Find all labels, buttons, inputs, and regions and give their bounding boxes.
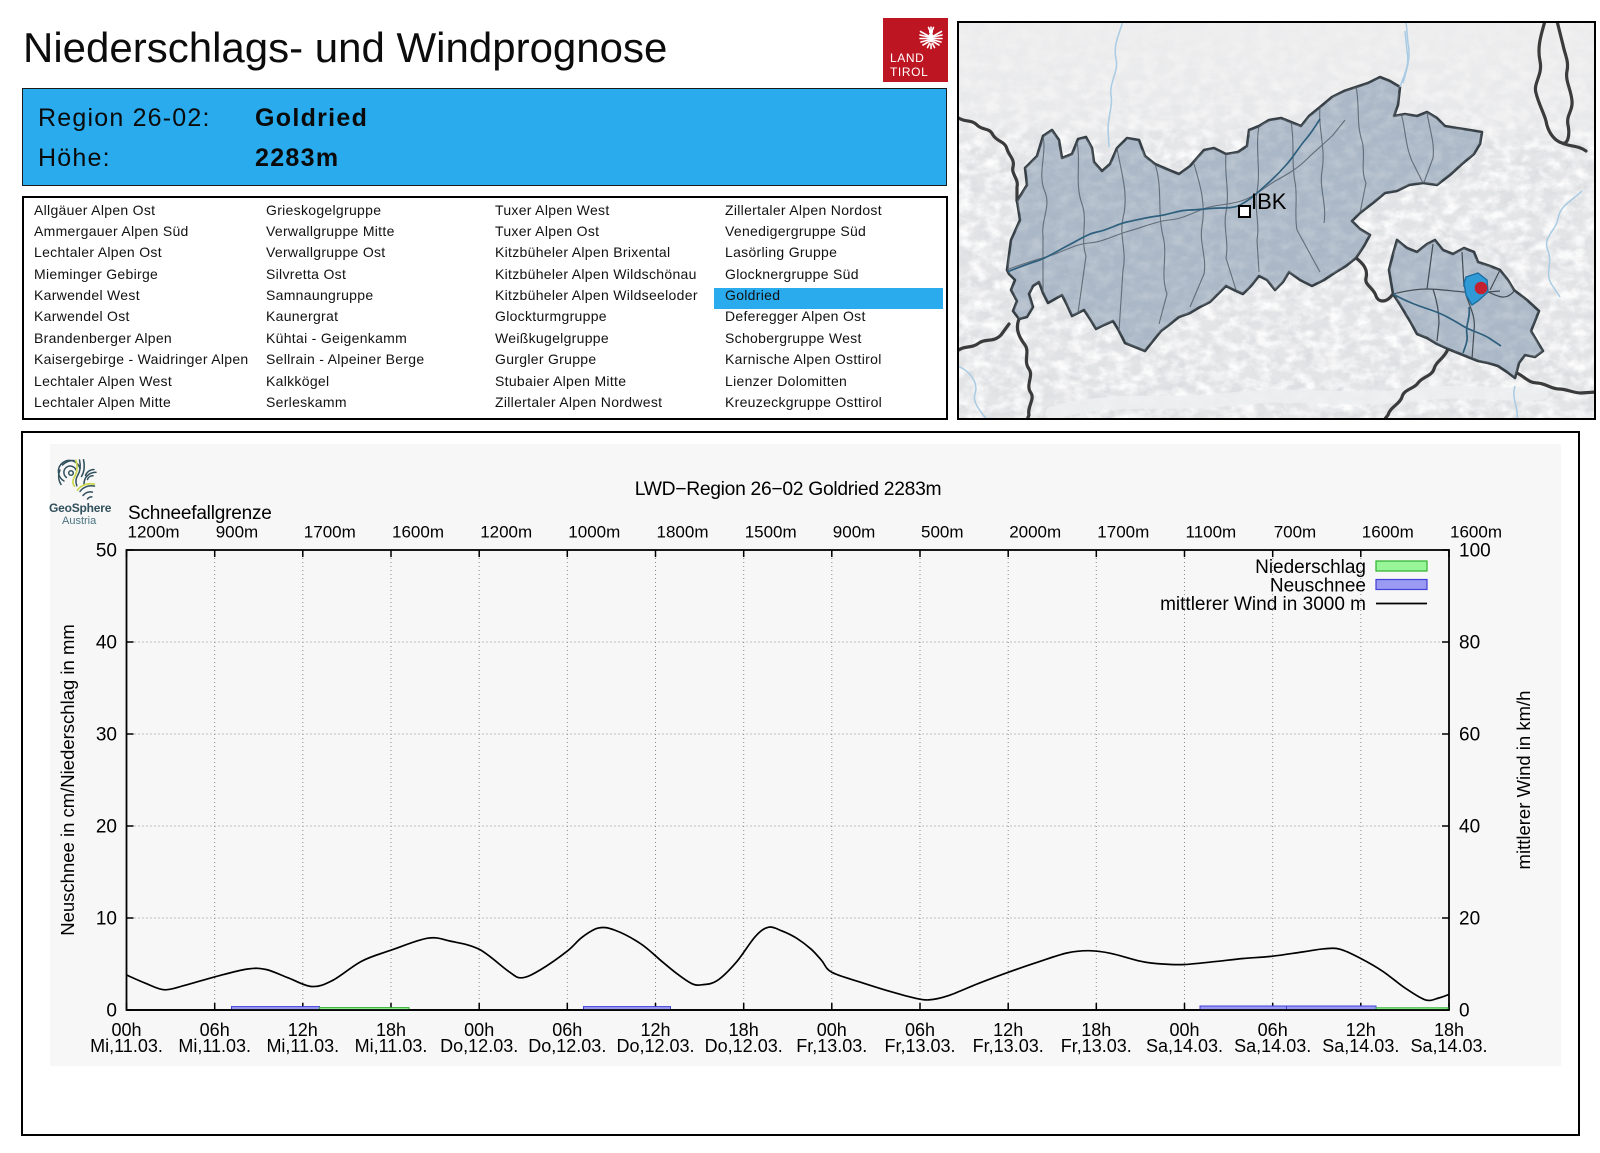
svg-text:18h: 18h	[1081, 1020, 1111, 1040]
svg-text:Niederschlag: Niederschlag	[1255, 557, 1366, 578]
svg-text:Do,12.03.: Do,12.03.	[440, 1036, 518, 1056]
svg-text:Do,12.03.: Do,12.03.	[705, 1036, 783, 1056]
svg-text:1200m: 1200m	[480, 523, 532, 542]
svg-text:900m: 900m	[833, 523, 876, 542]
svg-text:Fr,13.03.: Fr,13.03.	[796, 1036, 867, 1056]
svg-text:Mi,11.03.: Mi,11.03.	[355, 1036, 428, 1056]
svg-text:1200m: 1200m	[128, 523, 180, 542]
svg-text:TIROL: TIROL	[890, 65, 928, 79]
svg-text:Do,12.03.: Do,12.03.	[528, 1036, 606, 1056]
svg-text:900m: 900m	[216, 523, 259, 542]
svg-text:00h: 00h	[111, 1020, 141, 1040]
svg-text:06h: 06h	[552, 1020, 582, 1040]
svg-text:20: 20	[96, 817, 117, 838]
svg-text:Schneefallgrenze: Schneefallgrenze	[128, 503, 272, 524]
svg-text:1600m: 1600m	[392, 523, 444, 542]
svg-text:Neuschnee in cm/Niederschlag i: Neuschnee in cm/Niederschlag in mm	[57, 624, 78, 936]
svg-text:Mi,11.03.: Mi,11.03.	[266, 1036, 339, 1056]
svg-text:Sa,14.03.: Sa,14.03.	[1146, 1036, 1223, 1056]
svg-text:12h: 12h	[288, 1020, 318, 1040]
svg-text:1000m: 1000m	[568, 523, 620, 542]
svg-text:Austria: Austria	[62, 515, 97, 527]
svg-text:00h: 00h	[817, 1020, 847, 1040]
svg-text:60: 60	[1459, 725, 1480, 746]
svg-text:12h: 12h	[993, 1020, 1023, 1040]
svg-text:80: 80	[1459, 633, 1480, 654]
svg-text:IBK: IBK	[1251, 189, 1287, 214]
svg-text:06h: 06h	[200, 1020, 230, 1040]
svg-text:Fr,13.03.: Fr,13.03.	[1061, 1036, 1132, 1056]
svg-text:40: 40	[1459, 817, 1480, 838]
svg-text:18h: 18h	[1434, 1020, 1464, 1040]
svg-text:20: 20	[1459, 909, 1480, 930]
svg-text:1800m: 1800m	[657, 523, 709, 542]
svg-text:18h: 18h	[376, 1020, 406, 1040]
svg-text:Sa,14.03.: Sa,14.03.	[1322, 1036, 1399, 1056]
svg-text:700m: 700m	[1274, 523, 1317, 542]
svg-text:Fr,13.03.: Fr,13.03.	[973, 1036, 1044, 1056]
svg-text:100: 100	[1459, 541, 1491, 562]
svg-text:1700m: 1700m	[304, 523, 356, 542]
svg-text:00h: 00h	[464, 1020, 494, 1040]
svg-text:06h: 06h	[905, 1020, 935, 1040]
svg-text:Mi,11.03.: Mi,11.03.	[178, 1036, 251, 1056]
svg-text:12h: 12h	[1346, 1020, 1376, 1040]
svg-text:1700m: 1700m	[1097, 523, 1149, 542]
svg-text:1600m: 1600m	[1450, 523, 1502, 542]
svg-text:10: 10	[96, 909, 117, 930]
svg-text:LWD−Region 26−02 Goldried 2283: LWD−Region 26−02 Goldried 2283m	[635, 479, 942, 500]
svg-text:Sa,14.03.: Sa,14.03.	[1234, 1036, 1311, 1056]
svg-text:500m: 500m	[921, 523, 964, 542]
svg-text:Do,12.03.: Do,12.03.	[616, 1036, 694, 1056]
svg-text:40: 40	[96, 633, 117, 654]
svg-text:12h: 12h	[640, 1020, 670, 1040]
svg-text:Sa,14.03.: Sa,14.03.	[1410, 1036, 1487, 1056]
svg-text:1600m: 1600m	[1362, 523, 1414, 542]
svg-text:GeoSphere: GeoSphere	[49, 501, 112, 515]
svg-text:00h: 00h	[1169, 1020, 1199, 1040]
svg-text:Neuschnee: Neuschnee	[1270, 576, 1366, 597]
svg-text:mittlerer Wind in 3000 m: mittlerer Wind in 3000 m	[1160, 594, 1366, 615]
svg-text:LAND: LAND	[890, 51, 924, 65]
svg-text:50: 50	[96, 541, 117, 562]
svg-text:0: 0	[106, 1001, 117, 1022]
svg-text:0: 0	[1459, 1001, 1470, 1022]
svg-text:mittlerer Wind in km/h: mittlerer Wind in km/h	[1513, 691, 1534, 870]
svg-text:18h: 18h	[729, 1020, 759, 1040]
svg-text:1100m: 1100m	[1186, 523, 1237, 542]
svg-text:Mi,11.03.: Mi,11.03.	[90, 1036, 163, 1056]
svg-text:30: 30	[96, 725, 117, 746]
svg-text:1500m: 1500m	[745, 523, 797, 542]
svg-text:Fr,13.03.: Fr,13.03.	[884, 1036, 955, 1056]
svg-text:2000m: 2000m	[1009, 523, 1061, 542]
svg-text:06h: 06h	[1258, 1020, 1288, 1040]
